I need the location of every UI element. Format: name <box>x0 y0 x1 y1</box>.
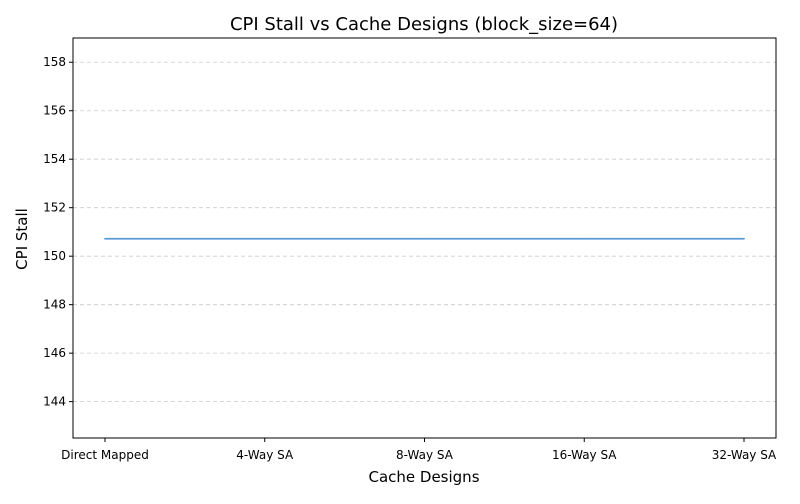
y-tick-label: 150 <box>43 249 66 263</box>
x-tick-label: 16-Way SA <box>552 448 617 462</box>
y-tick-label: 158 <box>43 55 66 69</box>
grid-layer <box>73 61 776 403</box>
y-axis: 144 146 148 150 152 154 156 158 <box>43 55 73 409</box>
data-point <box>743 237 745 240</box>
data-point <box>263 237 266 240</box>
data-point <box>423 237 426 240</box>
y-tick-label: 154 <box>43 152 66 166</box>
series-layer <box>104 237 745 240</box>
data-point <box>583 237 586 240</box>
x-tick-label: 8-Way SA <box>396 448 454 462</box>
y-axis-title: CPI Stall <box>13 208 31 270</box>
x-axis: Direct Mapped 4-Way SA 8-Way SA 16-Way SA 32… <box>61 438 777 462</box>
y-tick-label: 148 <box>43 298 66 312</box>
x-axis-title: Cache Designs <box>368 468 479 486</box>
data-point <box>104 237 106 240</box>
chart-title: CPI Stall vs Cache Designs (block_size=6… <box>230 14 618 35</box>
y-tick-label: 146 <box>43 346 66 360</box>
x-tick-label: Direct Mapped <box>61 448 149 462</box>
y-tick-label: 144 <box>43 395 66 409</box>
y-tick-label: 156 <box>43 104 66 118</box>
x-tick-label: 4-Way SA <box>236 448 294 462</box>
x-tick-label: 32-Way SA <box>712 448 777 462</box>
y-tick-label: 152 <box>43 201 66 215</box>
